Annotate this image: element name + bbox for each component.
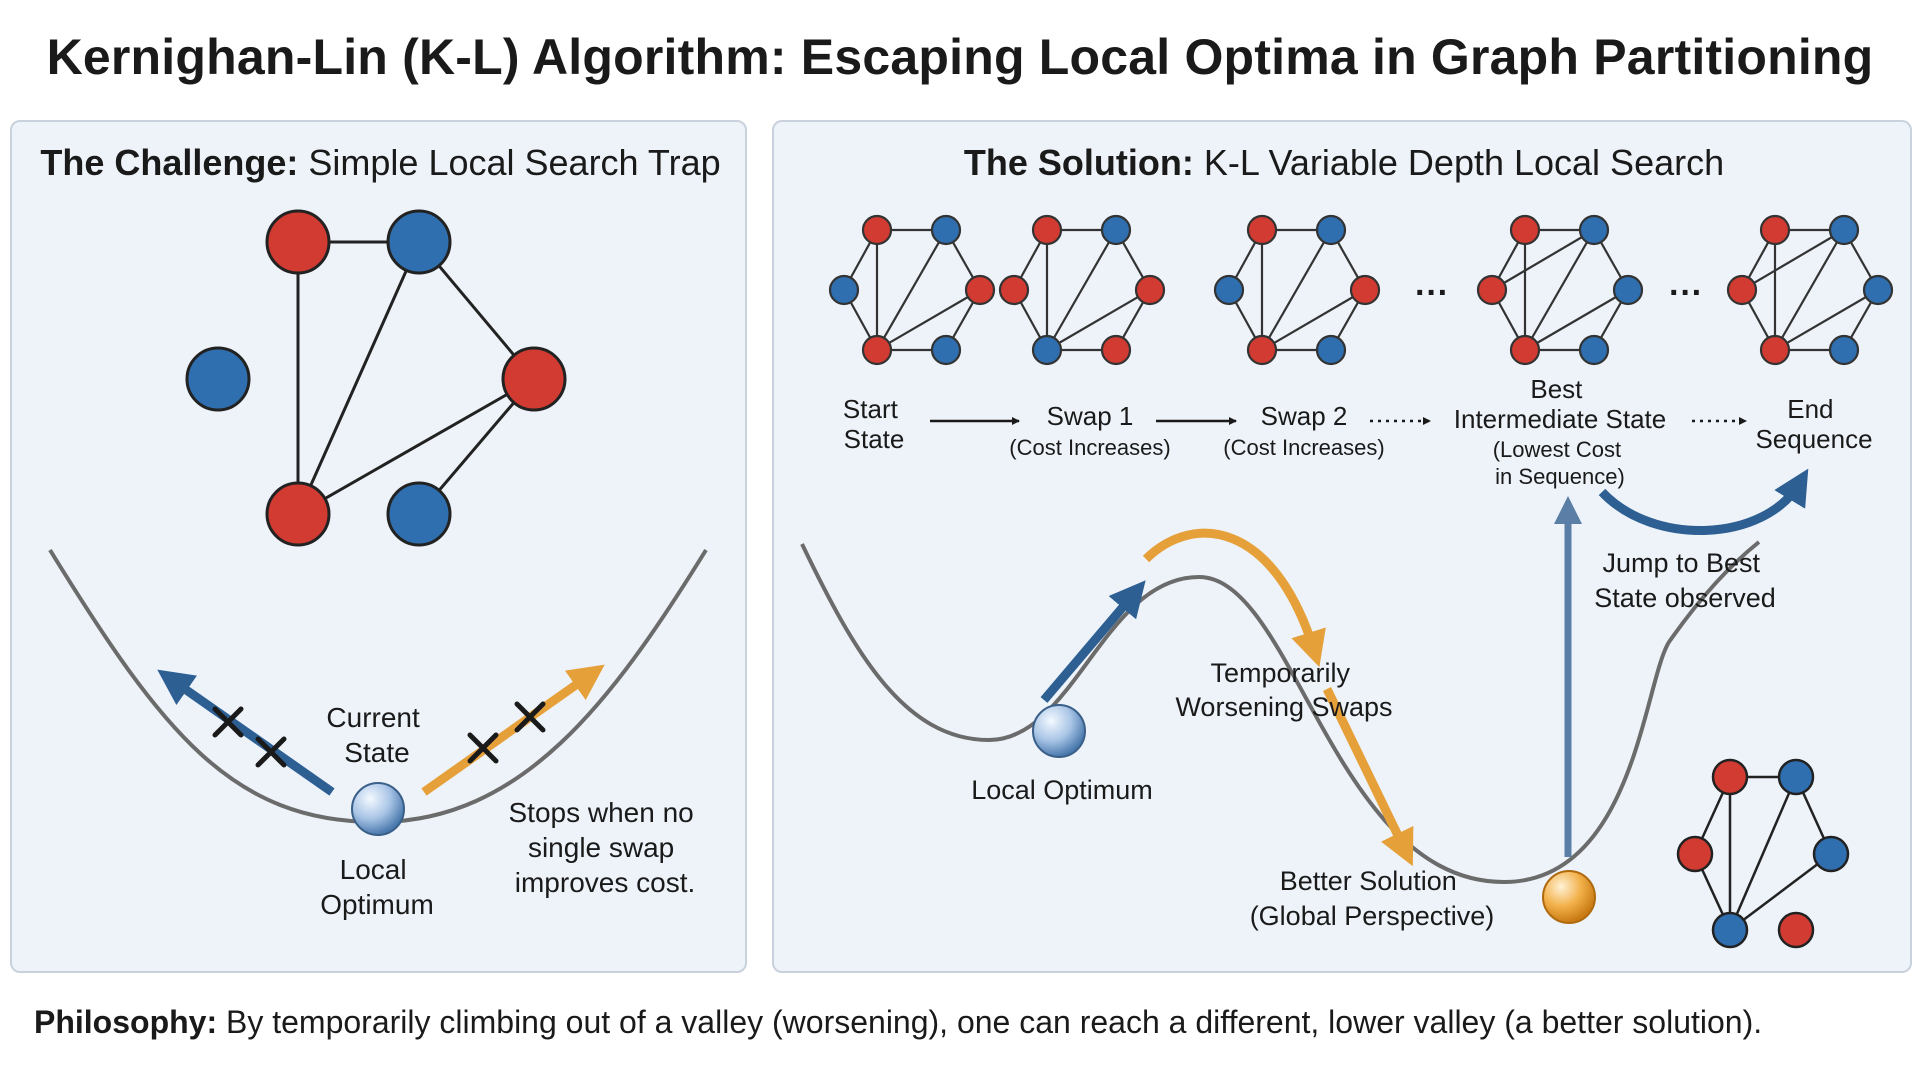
blocked-swap-arrow-right [421, 664, 605, 796]
solution-heading-text: K-L Variable Depth Local Search [1193, 142, 1725, 183]
red-node [1726, 274, 1758, 306]
current-state-ball [351, 782, 405, 836]
local-optimum-ball [1032, 704, 1086, 758]
blocked-x-mark [514, 701, 546, 733]
graph-edge [297, 377, 535, 516]
red-node [1711, 758, 1749, 796]
best-state-note: (Lowest Cost in Sequence) [1493, 437, 1628, 489]
challenge-graph-edges [296, 240, 536, 516]
blue-node [1100, 214, 1132, 246]
cost-valley-curve [48, 548, 708, 825]
blocked-x-mark [255, 736, 287, 768]
local-optimum-label: Local Optimum [320, 854, 434, 920]
blue-node [1612, 274, 1644, 306]
hexagon-graph-swap2 [1213, 214, 1381, 366]
challenge-heading: The Challenge: Simple Local Search Trap [12, 142, 749, 184]
red-node [1134, 274, 1166, 306]
red-node [1509, 214, 1541, 246]
swap1-note: (Cost Increases) [1009, 435, 1170, 460]
blue-node [1828, 214, 1860, 246]
solution-diagram: ··· ··· [800, 214, 1894, 949]
worsening-swap-arrow-orange-top [1142, 528, 1326, 668]
graph-edge [296, 241, 421, 515]
blue-node [930, 334, 962, 366]
better-solution-ball [1542, 870, 1596, 924]
hexagon-graph-swap1 [998, 214, 1166, 366]
blue-node [1812, 835, 1850, 873]
red-node [861, 214, 893, 246]
red-node [1509, 334, 1541, 366]
blocked-x-mark [212, 706, 244, 738]
jump-to-best-label: Jump to Best State observed [1594, 548, 1776, 613]
temporarily-worsening-label: Temporarily Worsening Swaps [1175, 658, 1392, 722]
red-node [1246, 214, 1278, 246]
hexagon-graph-end [1726, 214, 1894, 366]
red-node [964, 274, 996, 306]
swap2-note: (Cost Increases) [1223, 435, 1384, 460]
blue-node [930, 214, 962, 246]
red-node [501, 346, 567, 412]
blue-node [1828, 334, 1860, 366]
blue-node [828, 274, 860, 306]
red-node [1031, 214, 1063, 246]
end-sequence-label: End Sequence [1755, 394, 1872, 454]
blue-node [1711, 911, 1749, 949]
better-solution-label: Better Solution (Global Perspective) [1250, 866, 1495, 931]
start-state-label: Start State [843, 394, 905, 454]
red-node [1759, 214, 1791, 246]
challenge-graph-nodes [185, 209, 567, 547]
cost-landscape-curve [800, 540, 1761, 885]
blue-node [1315, 214, 1347, 246]
blue-node [1862, 274, 1894, 306]
blue-node [1031, 334, 1063, 366]
red-node [1349, 274, 1381, 306]
current-state-label: Current State [326, 702, 427, 768]
hexagon-graph-start [828, 214, 996, 366]
red-node [998, 274, 1030, 306]
local-optimum-label: Local Optimum [971, 775, 1153, 805]
solution-panel: The Solution: K-L Variable Depth Local S… [772, 120, 1912, 973]
blue-node [1315, 334, 1347, 366]
blocked-x-mark [467, 732, 499, 764]
blue-node [386, 481, 452, 547]
stops-note: Stops when no single swap improves cost. [508, 797, 701, 898]
philosophy-caption: Philosophy: By temporarily climbing out … [34, 1004, 1762, 1041]
red-node [265, 481, 331, 547]
jump-to-best-arrow [1598, 468, 1809, 535]
solution-heading-bold: The Solution: [963, 142, 1194, 183]
sequence-ellipsis: ··· [1415, 274, 1449, 312]
worsening-swap-arrow-orange-bottom [1322, 687, 1414, 867]
blue-node [1578, 214, 1610, 246]
solution-heading: The Solution: K-L Variable Depth Local S… [774, 142, 1914, 184]
red-node [1100, 334, 1132, 366]
red-node [1246, 334, 1278, 366]
swap2-label: Swap 2 [1261, 401, 1348, 431]
page-title: Kernighan-Lin (K-L) Algorithm: Escaping … [46, 29, 1874, 85]
blocked-swap-arrow-left [157, 669, 335, 796]
philosophy-bold: Philosophy: [34, 1004, 218, 1040]
worsening-swap-arrow-blue [1040, 580, 1146, 703]
red-node [1676, 835, 1714, 873]
challenge-heading-bold: The Challenge: [40, 142, 299, 183]
blue-node [1213, 274, 1245, 306]
final-partition-graph [1676, 758, 1850, 949]
challenge-heading-text: Simple Local Search Trap [298, 142, 721, 183]
blue-node [1777, 758, 1815, 796]
red-node [1759, 334, 1791, 366]
blue-node [185, 346, 251, 412]
challenge-diagram: Current State Local Optimum Stops when n… [48, 209, 708, 920]
red-node [861, 334, 893, 366]
blocked-x-marks [212, 701, 546, 768]
challenge-panel: The Challenge: Simple Local Search Trap [10, 120, 747, 973]
red-node [1476, 274, 1508, 306]
blue-node [1578, 334, 1610, 366]
hexagon-graph-best [1476, 214, 1644, 366]
swap1-label: Swap 1 [1047, 401, 1134, 431]
philosophy-text: By temporarily climbing out of a valley … [217, 1004, 1763, 1040]
red-node [265, 209, 331, 275]
red-node [1777, 911, 1815, 949]
blue-node [386, 209, 452, 275]
sequence-ellipsis: ··· [1669, 274, 1703, 312]
best-state-label: Best Intermediate State [1454, 374, 1666, 434]
